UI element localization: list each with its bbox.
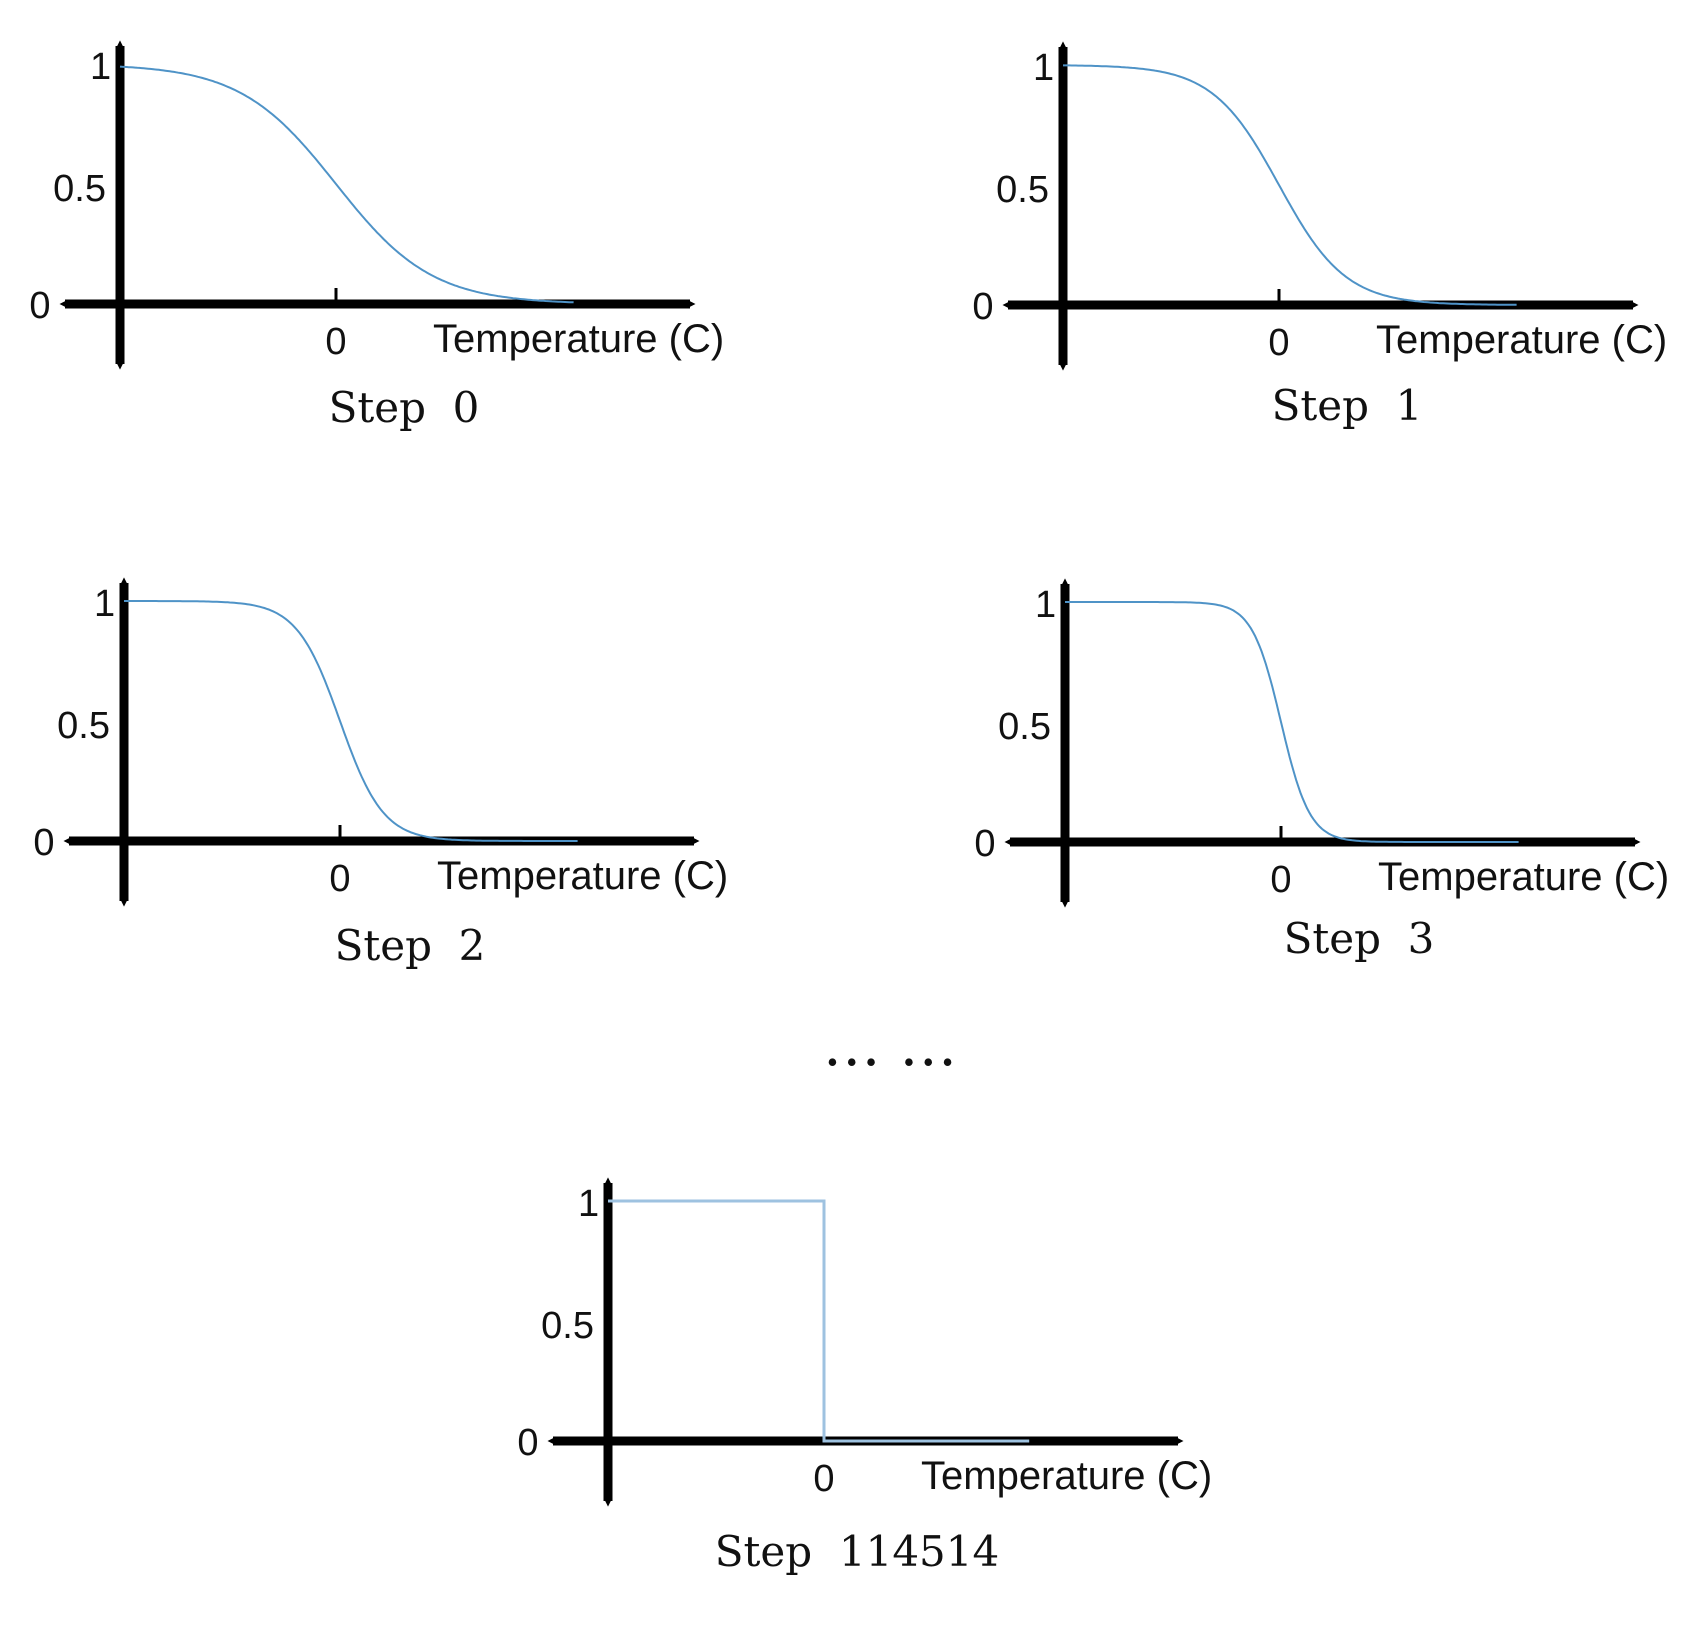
y-tick-label: 0 — [29, 285, 50, 327]
y-tick-label: 0.5 — [996, 169, 1049, 211]
y-tick-label: 0 — [974, 823, 995, 865]
x-tick-label: 0 — [813, 1458, 834, 1500]
y-tick-label: 0 — [33, 822, 54, 864]
x-axis-title: Temperature (C) — [921, 1454, 1212, 1498]
step-title: Step 114514 — [715, 1527, 999, 1576]
y-tick-label: 1 — [90, 46, 111, 88]
x-axis-title: Temperature (C) — [1378, 855, 1669, 899]
y-tick-label: 1 — [578, 1183, 599, 1225]
x-tick-label: 0 — [325, 321, 346, 363]
x-axis-title: Temperature (C) — [437, 854, 728, 898]
step-title: Step 0 — [329, 383, 480, 432]
x-tick-label: 0 — [1268, 322, 1289, 364]
y-tick-label: 1 — [1035, 584, 1056, 626]
series-line — [608, 1199, 1030, 1443]
chart-panel: 1 0.5 0 0 Temperature (C) Step 2 — [33, 577, 728, 970]
series-line — [1063, 64, 1517, 306]
chart-panel: 1 0.5 0 0 Temperature (C) Step 114514 — [517, 1177, 1212, 1576]
chart-panel: 1 0.5 0 0 Temperature (C) Step 1 — [972, 41, 1667, 430]
y-tick-label: 0.5 — [541, 1305, 594, 1347]
x-axis-title: Temperature (C) — [1376, 318, 1667, 362]
step-title: Step 1 — [1272, 381, 1423, 430]
series-line — [1065, 601, 1519, 843]
x-axis-title: Temperature (C) — [433, 317, 724, 361]
chart-panel: 1 0.5 0 0 Temperature (C) Step 3 — [974, 578, 1669, 963]
y-tick-label: 0.5 — [53, 168, 106, 210]
x-tick-label: 0 — [329, 858, 350, 900]
ellipsis: … … — [823, 1011, 957, 1079]
series-line — [124, 600, 578, 842]
y-tick-label: 0 — [517, 1422, 538, 1464]
step-title: Step 2 — [335, 921, 486, 970]
step-title: Step 3 — [1284, 914, 1435, 963]
y-tick-label: 1 — [94, 583, 115, 625]
series-line — [119, 65, 574, 304]
x-tick-label: 0 — [1270, 859, 1291, 901]
y-tick-label: 0.5 — [998, 706, 1051, 748]
y-tick-label: 0.5 — [57, 705, 110, 747]
y-tick-label: 0 — [972, 286, 993, 328]
chart-panel: 1 0.5 0 0 Temperature (C) Step 0 — [29, 40, 724, 432]
y-tick-label: 1 — [1033, 47, 1054, 89]
